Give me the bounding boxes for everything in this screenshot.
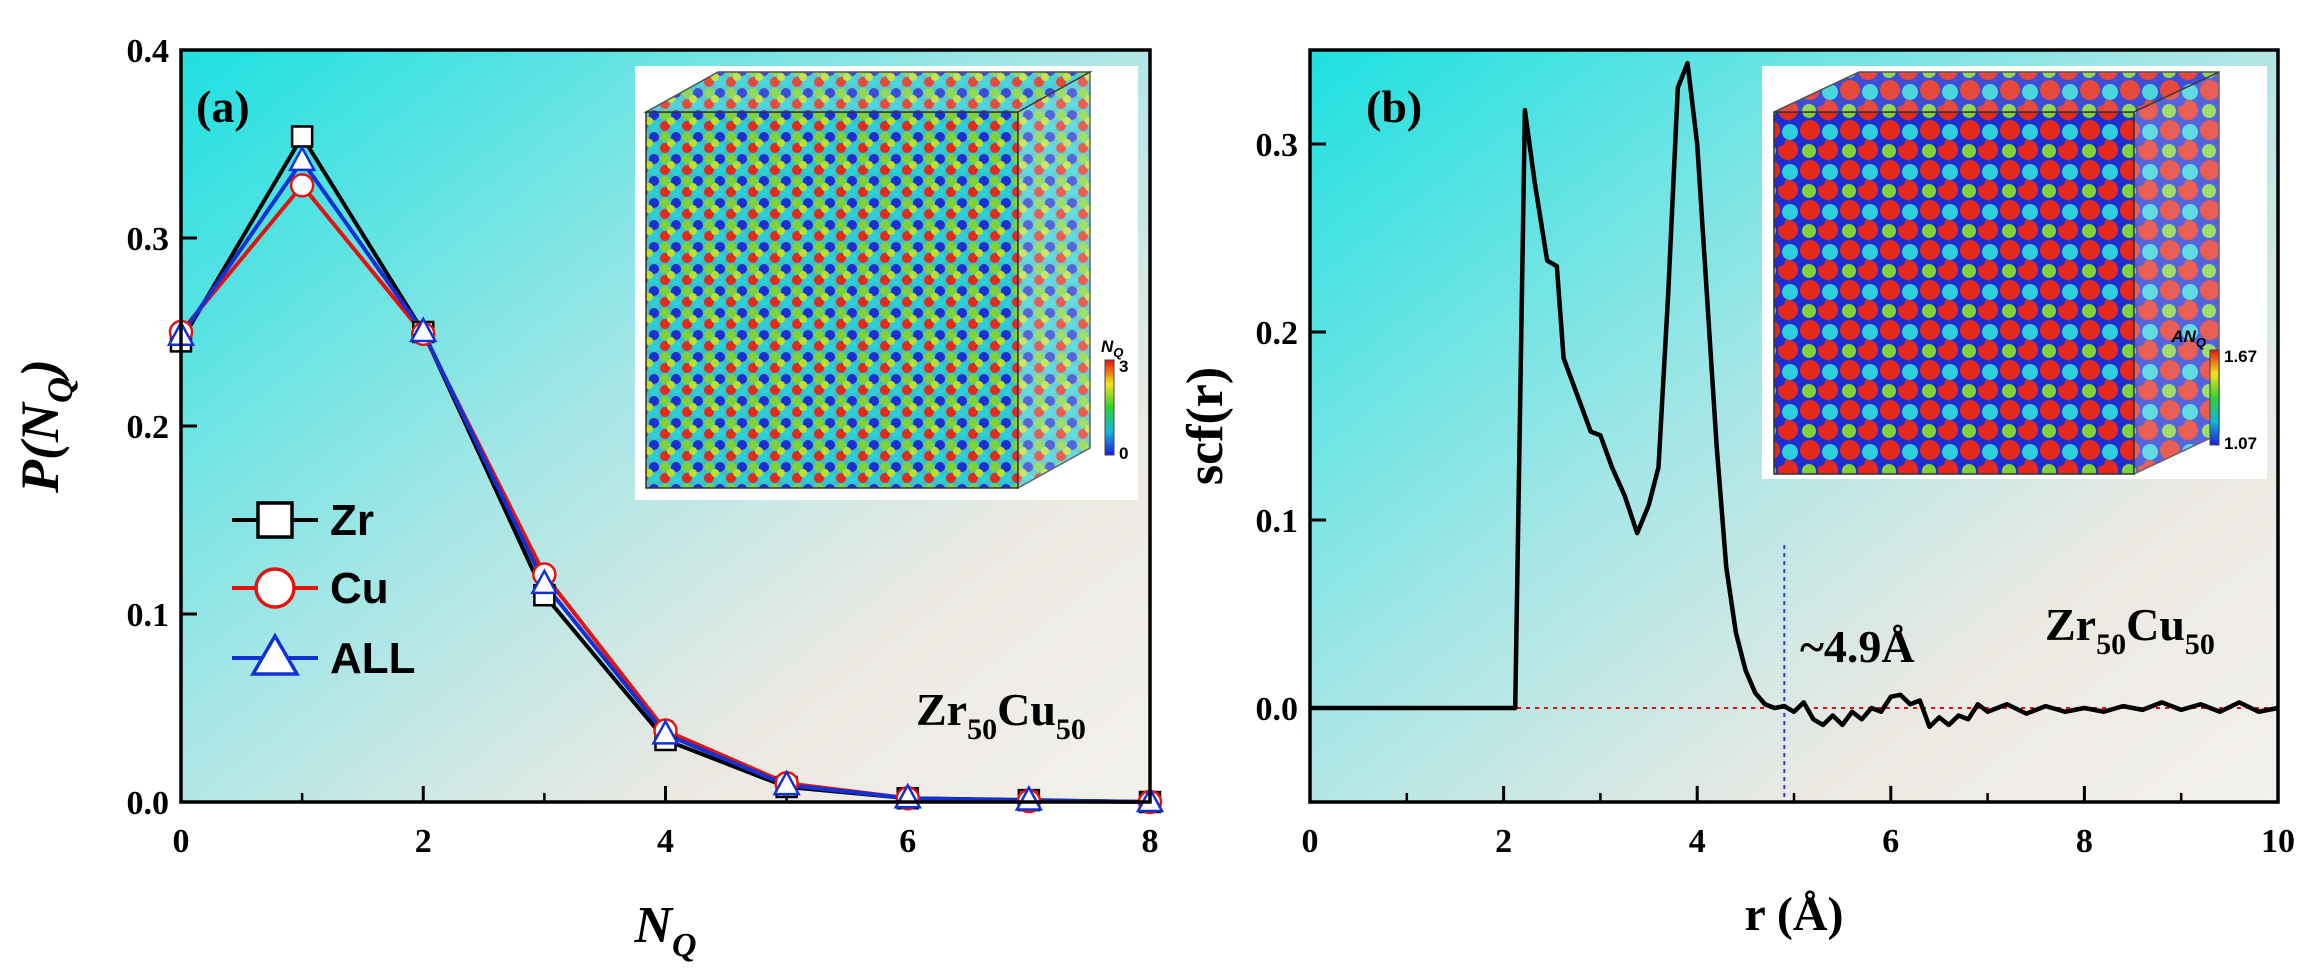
inset-colorbar <box>2209 349 2220 446</box>
y-tick-label: 0.1 <box>1256 503 1299 540</box>
panel-label: (b) <box>1366 81 1422 132</box>
composition-annotation: Zr50Cu50 <box>2045 599 2215 661</box>
plot-frame <box>1308 48 2280 804</box>
inset-colorbar-title: NQ <box>1101 337 1123 360</box>
scf-curve <box>1310 60 2279 730</box>
legend-label-Zr: Zr <box>330 496 374 545</box>
x-tick-label: 2 <box>1495 823 1512 860</box>
y-tick-label: 0.4 <box>127 33 170 70</box>
marker-ALL <box>651 718 680 745</box>
x-tick-label: 6 <box>1882 823 1899 860</box>
x-tick-label: 4 <box>1689 823 1706 860</box>
legend-label-Cu: Cu <box>330 564 389 613</box>
annotation-base-2: Cu <box>2126 599 2185 650</box>
inset-colorbar-title-sub: Q <box>2196 335 2206 350</box>
marker-ALL <box>409 316 438 343</box>
y-axis-title: scf(r) <box>1177 367 1234 485</box>
panel-label: (a) <box>196 81 250 132</box>
inset-colorbar-max: 1.67 <box>2224 347 2257 366</box>
marker-ALL <box>530 568 559 595</box>
composition-annotation: Zr50Cu50 <box>916 684 1086 746</box>
inset-colorbar-max: 3 <box>1119 357 1128 376</box>
inset-colorbar-title-base: AN <box>2170 327 2196 346</box>
marker-ALL <box>772 769 801 796</box>
x-axis-title-base: N <box>633 897 674 954</box>
y-tick-label: 0.1 <box>127 597 170 634</box>
legend-marker-ALL <box>249 632 301 676</box>
marker-ALL <box>1014 784 1043 811</box>
inset-colorbar-min: 1.07 <box>2224 434 2257 453</box>
annotation-base-1: Zr <box>916 684 967 735</box>
marker-Cu <box>289 173 315 198</box>
inset-colorbar-min: 0 <box>1119 444 1128 463</box>
marker-Zr <box>290 125 314 148</box>
x-tick-label: 0 <box>1302 823 1319 860</box>
inset-cube-top <box>643 71 1093 113</box>
x-axis-title: r (Å) <box>1744 888 1843 941</box>
y-axis-title: P(NQ) <box>10 359 80 494</box>
inset-colorbar-title: ANQ <box>2170 327 2206 350</box>
y-axis-title-post: ) <box>10 359 70 382</box>
inset-cube-side <box>2133 70 2220 476</box>
annotation-sub-2: 50 <box>1056 713 1086 746</box>
marker-label: ~4.9Å <box>1800 621 1915 672</box>
legend-marker-Zr <box>256 501 294 539</box>
inset-cube-side <box>1017 70 1091 490</box>
x-tick-label: 8 <box>2076 823 2093 860</box>
x-tick-label: 2 <box>415 823 432 860</box>
y-tick-label: 0.3 <box>1256 127 1299 164</box>
y-axis-title-pre: P(N <box>10 401 70 494</box>
annotation-sub-1: 50 <box>2096 628 2126 661</box>
y-tick-label: 0.2 <box>127 409 170 446</box>
annotation-base-1: Zr <box>2045 599 2096 650</box>
y-tick-label: 0.0 <box>127 785 170 822</box>
annotation-base-2: Cu <box>997 684 1056 735</box>
y-tick-label: 0.3 <box>127 221 170 258</box>
x-tick-label: 6 <box>899 823 916 860</box>
plot-frame <box>179 48 1152 804</box>
x-tick-label: 8 <box>1142 823 1159 860</box>
annotation-sub-2: 50 <box>2185 628 2215 661</box>
inset-colorbar-title-base: N <box>1101 337 1114 356</box>
x-axis-title-sub: Q <box>672 927 697 964</box>
inset-colorbar <box>1104 359 1115 456</box>
y-tick-label: 0.0 <box>1256 691 1299 728</box>
legend-label-ALL: ALL <box>330 634 416 683</box>
x-axis-title: NQ <box>633 897 696 964</box>
y-axis-title-sub: Q <box>40 377 80 403</box>
x-tick-label: 0 <box>173 823 190 860</box>
legend-marker-Cu <box>254 567 296 609</box>
inset-colorbar-title-sub: Q <box>1113 345 1123 360</box>
inset-cube-front <box>1773 111 2135 475</box>
x-tick-label: 10 <box>2261 823 2295 860</box>
x-tick-label: 4 <box>657 823 674 860</box>
inset-cube-front <box>645 111 1019 489</box>
chart-a: 0 2 4 6 80.00.10.20.30.4NQ30ZrCuALL(a)Zr50Cu… <box>10 33 1165 964</box>
annotation-sub-1: 50 <box>967 713 997 746</box>
marker-ALL <box>288 145 317 172</box>
y-tick-label: 0.2 <box>1256 315 1299 352</box>
